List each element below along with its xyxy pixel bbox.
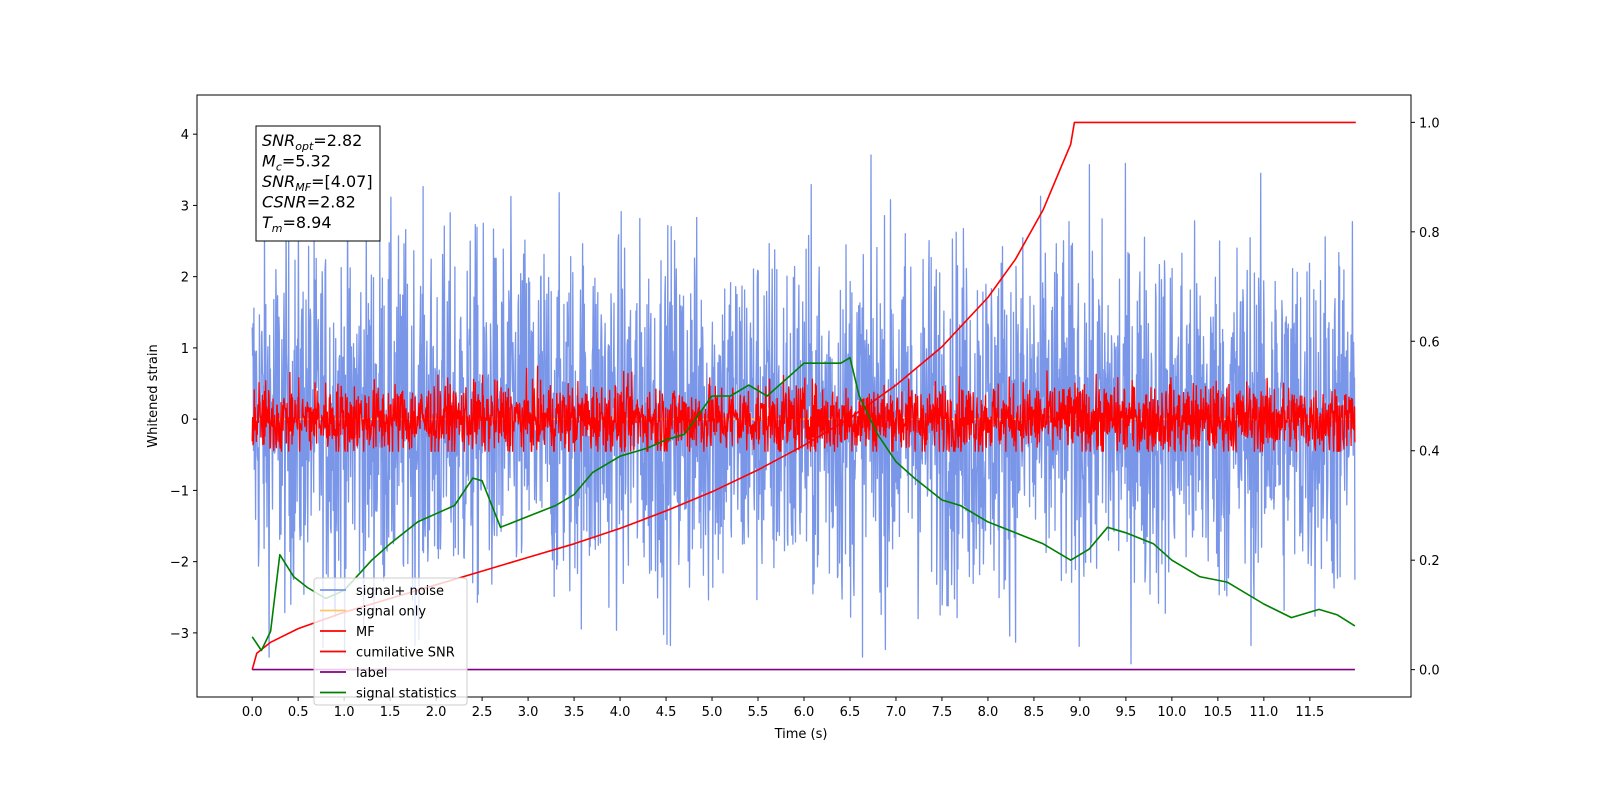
legend-frame [313, 577, 468, 706]
x-tick-label: 2.5 [472, 705, 493, 720]
x-tick-label: 6.5 [840, 705, 861, 720]
info-value: =[4.07] [311, 172, 373, 191]
info-box-line: Mc=5.32 [262, 152, 331, 174]
x-tick-label: 3.5 [564, 705, 585, 720]
info-symbol: SNR [262, 131, 295, 150]
y-axis-left: −3 −2 −1 0 1 2 3 4 [170, 128, 197, 642]
info-value: =2.82 [307, 193, 356, 212]
info-symbol: M [262, 152, 276, 171]
y2-tick-label: 0.8 [1419, 226, 1440, 241]
x-tick-label: 4.5 [656, 705, 677, 720]
x-tick-label: 8.5 [1024, 705, 1045, 720]
y-axis-right: 0.0 0.2 0.4 0.6 0.8 1.0 [1411, 116, 1440, 679]
info-value: =2.82 [313, 131, 362, 150]
y-axis-label: Whitened strain [146, 344, 161, 447]
info-box: SNRopt=2.82Mc=5.32SNRMF=[4.07]CSNR=2.82T… [255, 125, 381, 242]
info-subscript: opt [295, 140, 314, 153]
y-tick-label: −3 [170, 627, 189, 642]
x-tick-label: 0.5 [288, 705, 309, 720]
x-tick-label: 9.5 [1116, 705, 1137, 720]
y2-tick-label: 1.0 [1419, 116, 1440, 131]
y-tick-label: 4 [181, 128, 189, 143]
info-subscript: c [276, 161, 282, 174]
y-tick-label: −1 [170, 484, 189, 499]
legend-entry: signal+ noise [356, 584, 444, 599]
y2-tick-label: 0.0 [1419, 664, 1440, 679]
x-axis-label: Time (s) [774, 727, 828, 742]
x-tick-label: 11.5 [1295, 705, 1324, 720]
info-subscript: m [272, 222, 283, 235]
x-tick-label: 4.0 [610, 705, 631, 720]
x-tick-label: 7.0 [886, 705, 907, 720]
x-tick-label: 8.0 [978, 705, 999, 720]
x-tick-label: 9.0 [1070, 705, 1091, 720]
legend-entry: cumilative SNR [356, 646, 455, 661]
info-box-line: SNRMF=[4.07] [262, 172, 373, 194]
x-tick-label: 6.0 [794, 705, 815, 720]
legend-entry: MF [356, 625, 375, 640]
legend: signal+ noise signal only MF cumilative SNR… [313, 577, 468, 706]
series-line-mf [251, 365, 1356, 452]
series-line-signal-statistics [251, 356, 1356, 652]
info-box-frame [255, 125, 381, 242]
x-tick-label: 2.0 [426, 705, 447, 720]
y-tick-label: 2 [181, 271, 189, 286]
info-symbol: SNR [262, 172, 295, 191]
info-box-line: CSNR=2.82 [262, 193, 356, 212]
x-tick-label: 1.0 [334, 705, 355, 720]
x-axis: 0.0 0.5 1.0 1.5 2.0 2.5 3.0 3.5 4.0 4.5 5.0 5.5 6.0 6… [242, 697, 1324, 720]
y-tick-label: −2 [170, 556, 189, 571]
y-tick-label: 0 [181, 413, 189, 428]
info-box-line: SNRopt=2.82 [262, 131, 362, 153]
x-tick-label: 10.0 [1157, 705, 1186, 720]
series-line-signal-noise [251, 154, 1356, 665]
x-tick-label: 5.5 [748, 705, 769, 720]
info-box-line: Tm=8.94 [262, 213, 332, 235]
x-tick-label: 11.0 [1249, 705, 1278, 720]
info-symbol: CSNR [262, 193, 307, 212]
x-tick-label: 0.0 [242, 705, 263, 720]
x-tick-label: 5.0 [702, 705, 723, 720]
y-tick-label: 3 [181, 199, 189, 214]
info-subscript: MF [295, 181, 311, 194]
info-symbol: T [262, 213, 273, 232]
legend-entry: signal only [356, 605, 426, 620]
x-tick-label: 10.5 [1203, 705, 1232, 720]
y2-tick-label: 0.4 [1419, 445, 1440, 460]
x-tick-label: 7.5 [932, 705, 953, 720]
y2-tick-label: 0.6 [1419, 335, 1440, 350]
legend-entry: signal statistics [356, 687, 457, 702]
x-tick-label: 1.5 [380, 705, 401, 720]
x-tick-label: 3.0 [518, 705, 539, 720]
legend-entry: label [356, 666, 387, 681]
y-tick-label: 1 [181, 342, 189, 357]
info-value: =8.94 [283, 213, 332, 232]
info-value: =5.32 [282, 152, 331, 171]
y2-tick-label: 0.2 [1419, 554, 1440, 569]
